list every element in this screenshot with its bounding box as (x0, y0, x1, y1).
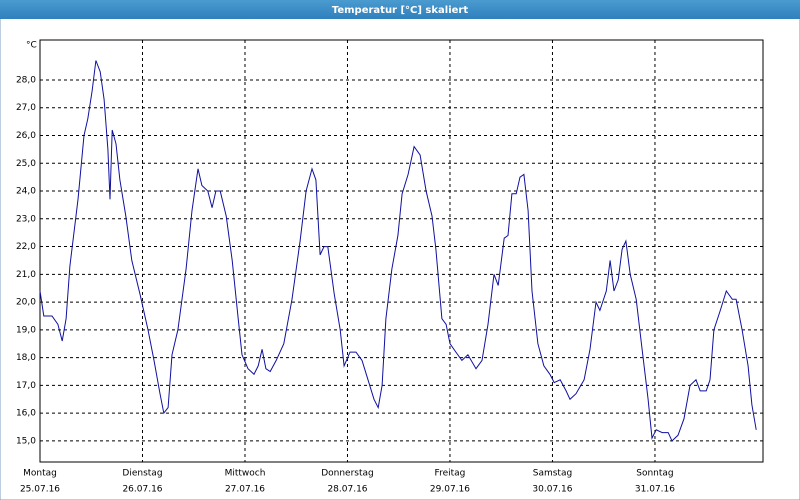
x-tick-date: 31.07.16 (635, 485, 675, 495)
x-tick-label: Sonntag (636, 469, 673, 479)
y-tick-label: 25,0 (16, 159, 36, 169)
y-tick-label: 23,0 (16, 214, 36, 224)
plot-area: 15,0 16,0 17,0 18,0 19,0 20,0 21,0 22,0 23,0 24,0… (16, 39, 764, 495)
x-tick-label: Donnerstag (321, 469, 374, 479)
y-tick-label: 24,0 (16, 187, 36, 197)
x-tick-label: Mittwoch (225, 469, 266, 479)
x-tick-label: Dienstag (122, 469, 162, 479)
y-tick-label: 17,0 (16, 381, 36, 391)
y-tick-label: 18,0 (16, 353, 36, 363)
y-tick-label: 15,0 (16, 436, 36, 446)
title-bar (0, 0, 800, 19)
y-tick-label: 20,0 (16, 298, 36, 308)
plot-frame (39, 39, 764, 463)
temperature-line (39, 60, 757, 442)
chart-title: Temperatur [°C] skaliert (332, 5, 469, 16)
x-tick-date: 27.07.16 (225, 485, 265, 495)
x-tick-label: Freitag (435, 469, 466, 479)
y-tick-label: 19,0 (16, 325, 36, 335)
y-tick-label: 16,0 (16, 409, 36, 419)
x-tick-date: 30.07.16 (532, 485, 572, 495)
x-tick-date: 25.07.16 (20, 485, 60, 495)
y-tick-label: 26,0 (16, 131, 36, 141)
y-tick-label: 28,0 (16, 75, 36, 85)
x-tick-label: Montag (23, 469, 57, 479)
x-tick-date: 29.07.16 (430, 485, 470, 495)
x-tick-date: 26.07.16 (122, 485, 162, 495)
y-tick-label: 21,0 (16, 270, 36, 280)
y-unit: °C (26, 41, 37, 51)
x-tick-date: 28.07.16 (327, 485, 367, 495)
y-tick-label: 27,0 (16, 103, 36, 113)
y-tick-label: 22,0 (16, 242, 36, 252)
x-tick-label: Samstag (533, 469, 572, 479)
